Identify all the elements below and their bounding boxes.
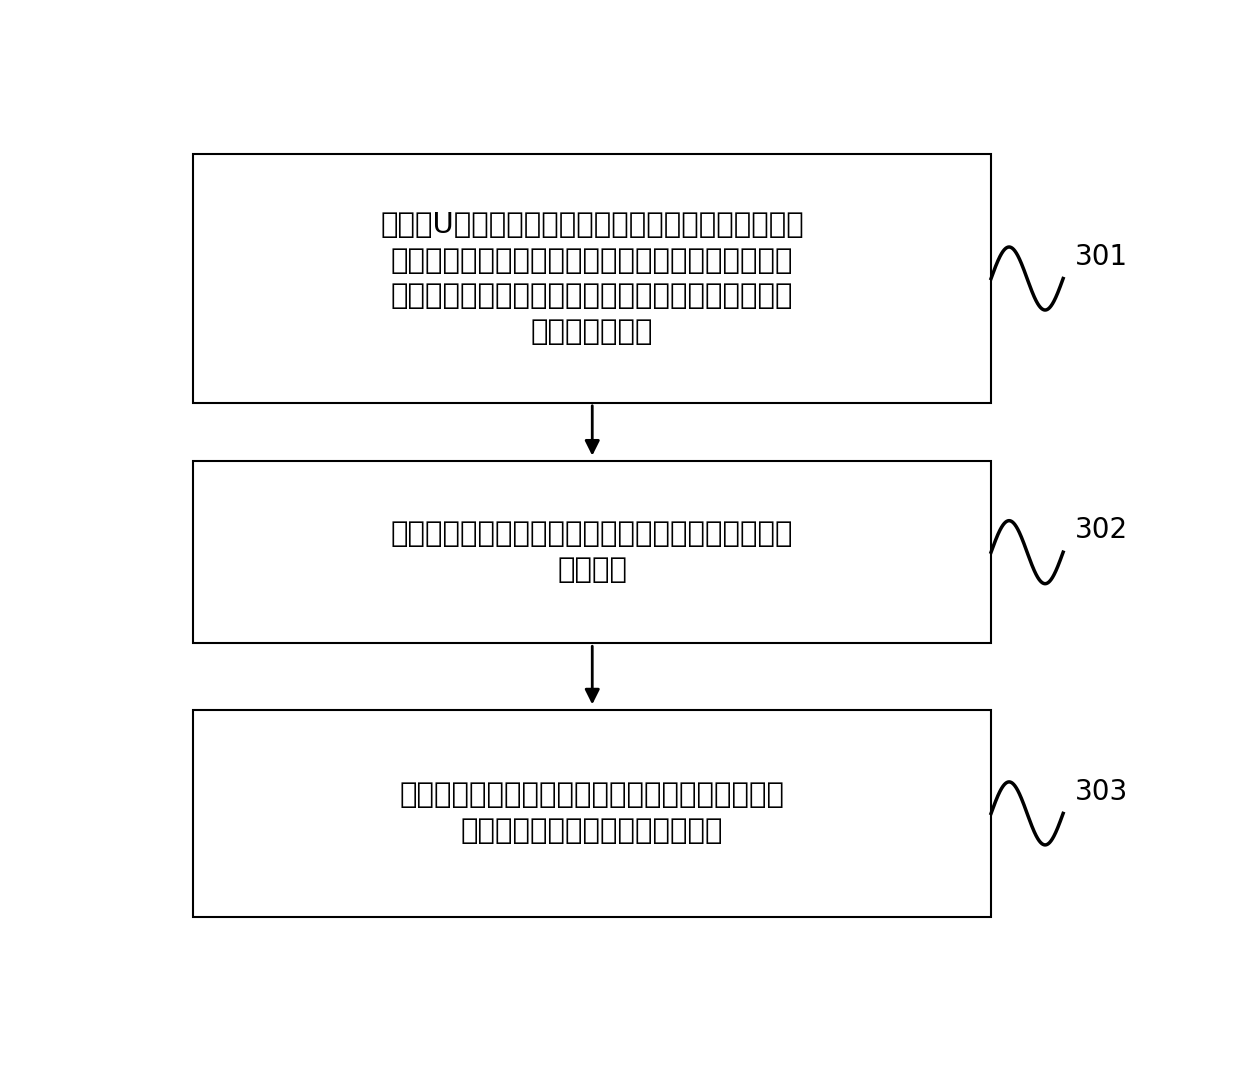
Text: 向应力，并对所述平板试验夹具施加水平应力，使平: 向应力，并对所述平板试验夹具施加水平应力，使平 (391, 247, 794, 275)
Text: 301: 301 (1075, 242, 1128, 270)
Bar (193, 710, 991, 918)
Text: 根据所述的试验样品的组成成分、预设的法向应力: 根据所述的试验样品的组成成分、预设的法向应力 (399, 782, 785, 810)
Text: 302: 302 (1075, 516, 1128, 544)
Bar (193, 461, 991, 643)
Text: 行剪切摩擦操作: 行剪切摩擦操作 (531, 319, 653, 347)
Text: 组成成分: 组成成分 (557, 556, 627, 584)
Bar (193, 154, 991, 403)
Text: 以及预设的加载速度确定页岩特性: 以及预设的加载速度确定页岩特性 (461, 817, 723, 845)
Text: 对所述U型试验夹具岩心槽中的试验样品施加预设的法: 对所述U型试验夹具岩心槽中的试验样品施加预设的法 (381, 211, 804, 239)
Text: 板试验夹具具有预设的加载速度，对所述试验样品进: 板试验夹具具有预设的加载速度，对所述试验样品进 (391, 282, 794, 310)
Text: 根据所述剪切摩擦操作的样品岩屑，确定试验样品的: 根据所述剪切摩擦操作的样品岩屑，确定试验样品的 (391, 520, 794, 548)
Text: 303: 303 (1075, 778, 1128, 806)
